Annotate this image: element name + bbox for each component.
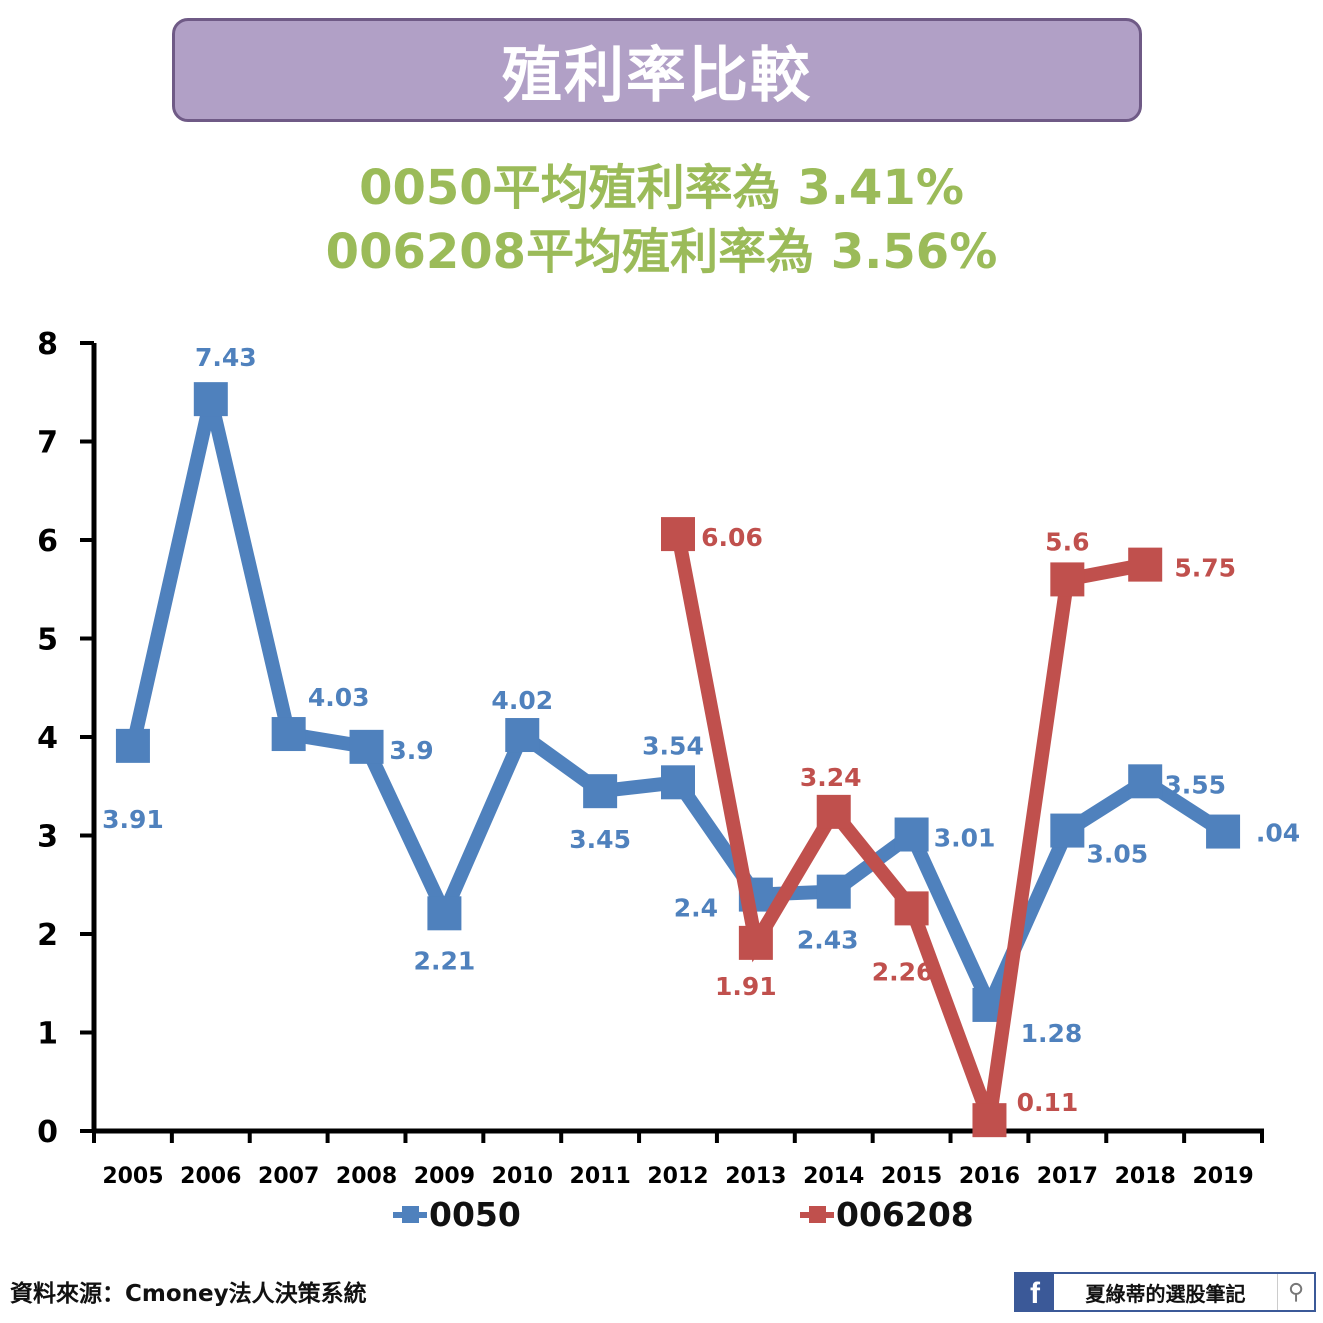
- x-tick-label: 2012: [647, 1164, 708, 1189]
- x-tick-label: 2018: [1115, 1164, 1176, 1189]
- legend-006208: 006208: [800, 1195, 974, 1234]
- y-tick-label: 4: [37, 721, 58, 756]
- series-006208-data-label: 6.06: [701, 523, 763, 552]
- legend-006208-swatch: [800, 1206, 834, 1223]
- y-tick-label: 2: [37, 918, 58, 953]
- series-0050-data-label: 4.03: [308, 683, 370, 712]
- x-tick-label: 2007: [258, 1164, 319, 1189]
- series-0050-data-label: 3.45: [569, 825, 631, 854]
- x-tick-label: 2009: [414, 1164, 475, 1189]
- series-006208-marker: [894, 891, 929, 926]
- series-0050-marker: [894, 817, 929, 852]
- series-006208-marker: [738, 925, 773, 960]
- series-0050-data-label: 3.54: [642, 731, 704, 760]
- y-tick-label: 6: [37, 524, 58, 559]
- series-0050-marker: [661, 765, 695, 800]
- y-tick-label: 0: [37, 1115, 58, 1150]
- series-0050-marker: [193, 382, 228, 417]
- series-006208-data-label: 3.24: [800, 763, 862, 792]
- series-0050-marker: [816, 874, 851, 909]
- x-tick-label: 2013: [725, 1164, 786, 1189]
- legend-0050-label: 0050: [429, 1195, 521, 1234]
- series-006208-data-label: 2.26: [872, 957, 934, 986]
- y-tick-label: 3: [37, 820, 58, 855]
- chart-title: 殖利率比較: [502, 40, 812, 111]
- series-0050-data-label: 2.21: [414, 946, 476, 975]
- series-0050-data-label: 3.55: [1164, 770, 1226, 799]
- facebook-logo-icon: f: [1016, 1273, 1054, 1311]
- series-0050-data-label: 3.91: [102, 805, 164, 834]
- series-0050-data-label: .04: [1256, 819, 1300, 848]
- search-icon[interactable]: ⚲: [1277, 1274, 1314, 1310]
- subtitle-0050-average: 0050平均殖利率為 3.41%: [359, 160, 964, 216]
- series-0050-marker: [115, 728, 150, 763]
- series-0050-data-label: 2.43: [797, 926, 859, 955]
- series-006208-marker: [1128, 547, 1163, 582]
- x-tick-label: 2011: [570, 1164, 631, 1189]
- series-006208-data-label: 5.75: [1174, 554, 1236, 583]
- series-0050-marker: [427, 896, 462, 931]
- subtitle-006208-average: 006208平均殖利率為 3.56%: [325, 224, 998, 280]
- series-0050-data-label: 2.4: [674, 894, 718, 923]
- series-0050-marker: [583, 774, 618, 809]
- y-tick-label: 1: [37, 1017, 58, 1052]
- series-006208-marker: [661, 517, 695, 552]
- facebook-page-name: 夏綠蒂的選股筆記: [1085, 1281, 1246, 1306]
- series-0050-data-label: 3.01: [934, 824, 996, 853]
- x-tick-label: 2016: [959, 1164, 1020, 1189]
- series-0050-data-label: 7.43: [195, 343, 257, 372]
- series-0050-marker: [1050, 813, 1085, 848]
- series-0050-marker: [505, 718, 540, 753]
- x-tick-label: 2015: [881, 1164, 942, 1189]
- series-0050-data-label: 3.9: [389, 736, 433, 765]
- series-0050-data-label: 3.05: [1086, 840, 1148, 869]
- series-0050-data-label: 4.02: [491, 686, 553, 715]
- legend-0050-swatch: [393, 1206, 427, 1223]
- y-tick-label: 8: [37, 327, 58, 362]
- series-0050-marker: [1128, 764, 1163, 799]
- series-006208-data-label: 1.91: [715, 972, 777, 1001]
- x-tick-label: 2014: [803, 1164, 864, 1189]
- y-tick-label: 5: [37, 623, 58, 658]
- y-tick-label: 7: [37, 426, 58, 461]
- title-banner: 殖利率比較: [172, 18, 1142, 122]
- x-tick-label: 2005: [102, 1164, 163, 1189]
- series-0050-marker: [271, 717, 306, 752]
- series-0050-data-label: 1.28: [1021, 1019, 1083, 1048]
- data-source-note: 資料來源：Cmoney法人決策系統: [10, 1281, 367, 1307]
- series-0050-marker: [349, 729, 384, 764]
- facebook-page-badge[interactable]: f 夏綠蒂的選股筆記 ⚲: [1014, 1272, 1316, 1312]
- series-006208-marker: [1050, 562, 1085, 597]
- series-006208-marker: [816, 794, 851, 829]
- series-006208-marker: [972, 1103, 1007, 1138]
- series-0050-marker: [1206, 814, 1241, 849]
- series-006208-data-label: 0.11: [1017, 1088, 1079, 1117]
- x-tick-label: 2010: [492, 1164, 553, 1189]
- series-006208-data-label: 5.6: [1045, 527, 1089, 556]
- x-tick-label: 2017: [1037, 1164, 1098, 1189]
- x-tick-label: 2019: [1192, 1164, 1253, 1189]
- legend-006208-label: 006208: [836, 1195, 974, 1234]
- x-tick-label: 2008: [336, 1164, 397, 1189]
- legend-0050: 0050: [393, 1195, 521, 1234]
- x-tick-label: 2006: [180, 1164, 241, 1189]
